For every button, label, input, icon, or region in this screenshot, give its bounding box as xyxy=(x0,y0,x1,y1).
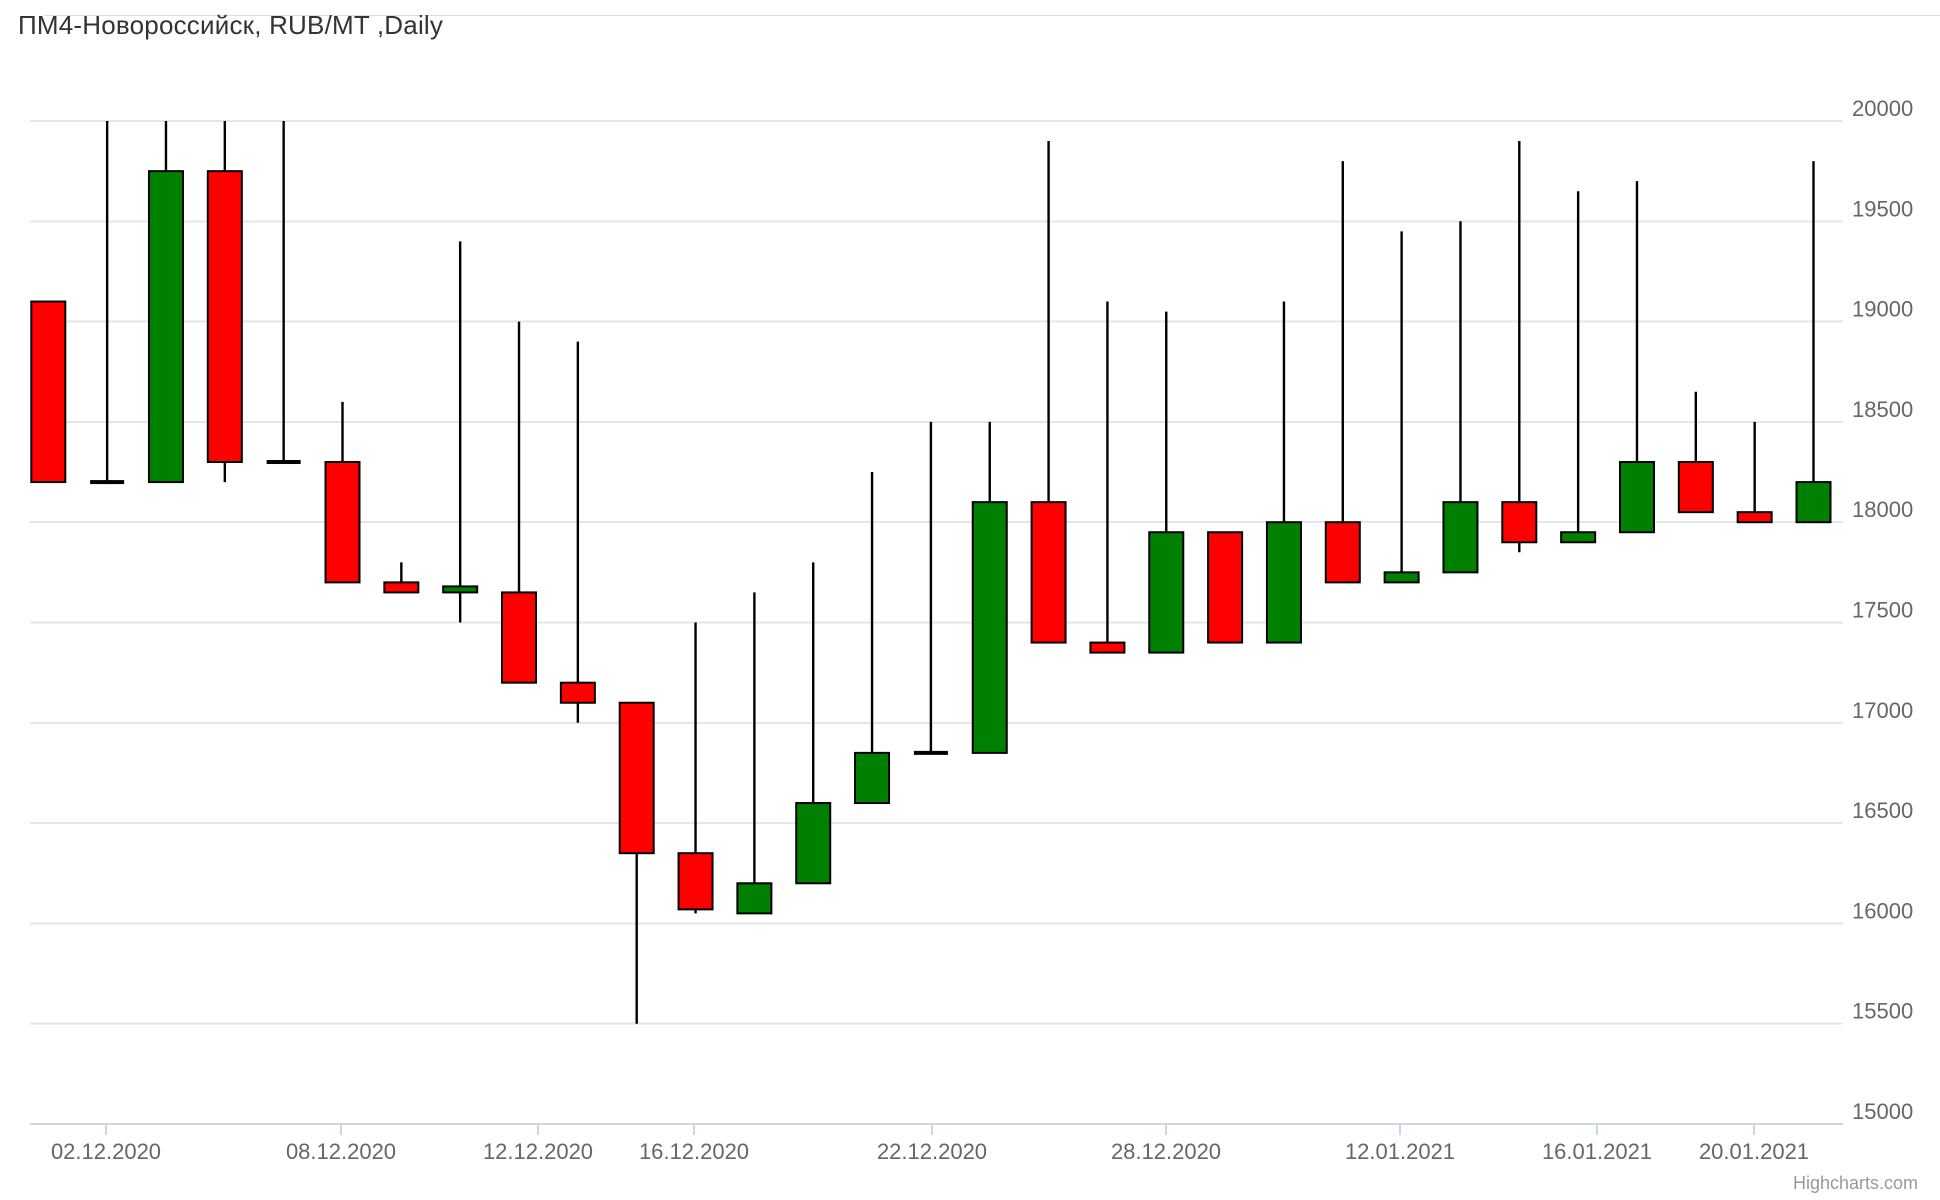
x-axis-label: 08.12.2020 xyxy=(286,1139,396,1164)
candle-body-down xyxy=(501,591,538,684)
y-axis-label: 18500 xyxy=(1852,397,1913,422)
candle[interactable] xyxy=(30,300,67,484)
y-axis-label: 15500 xyxy=(1852,999,1913,1024)
y-axis-label: 15000 xyxy=(1852,1099,1913,1124)
candle[interactable] xyxy=(618,701,655,1024)
candle[interactable] xyxy=(1265,301,1302,644)
candle-body-up xyxy=(1383,571,1420,584)
x-axis-label: 20.01.2021 xyxy=(1699,1139,1809,1164)
candle[interactable] xyxy=(501,321,538,684)
y-axis-label: 16500 xyxy=(1852,798,1913,823)
candle-body-up xyxy=(1618,461,1655,534)
candle-body-up xyxy=(147,170,184,484)
y-axis-label: 18000 xyxy=(1852,497,1913,522)
candle[interactable] xyxy=(677,622,714,914)
x-axis-label: 12.12.2020 xyxy=(483,1139,593,1164)
candle-body-up xyxy=(1442,501,1479,574)
candle[interactable] xyxy=(1324,161,1361,584)
candle-body-down xyxy=(324,461,361,584)
candle[interactable] xyxy=(1442,221,1479,574)
candle[interactable] xyxy=(324,401,361,584)
candle-body-down xyxy=(1089,641,1126,654)
candle-body-down xyxy=(1736,511,1773,524)
candle[interactable] xyxy=(1501,141,1538,553)
x-axis-label: 22.12.2020 xyxy=(877,1139,987,1164)
candle-body-down xyxy=(1677,461,1714,514)
candle[interactable] xyxy=(1677,391,1714,514)
candle[interactable] xyxy=(795,562,832,885)
candle[interactable] xyxy=(854,472,891,805)
candle[interactable] xyxy=(1560,191,1597,544)
candle-doji-dash xyxy=(266,460,301,465)
candle-body-down xyxy=(559,681,596,704)
candle-body-down xyxy=(30,300,67,484)
candle[interactable] xyxy=(90,121,125,485)
y-axis-label: 16000 xyxy=(1852,898,1913,923)
candle[interactable] xyxy=(383,562,420,594)
candle[interactable] xyxy=(1207,531,1244,644)
highcharts-credits-link[interactable]: Highcharts.com xyxy=(1792,1173,1918,1193)
candle-body-down xyxy=(618,701,655,855)
candle[interactable] xyxy=(1795,161,1832,524)
candle[interactable] xyxy=(266,121,301,465)
y-axis-label: 20000 xyxy=(1852,96,1913,121)
candle-body-up xyxy=(1795,481,1832,524)
candle-body-down xyxy=(1501,501,1538,544)
y-axis-label: 19000 xyxy=(1852,297,1913,322)
x-axis-label: 16.01.2021 xyxy=(1542,1139,1652,1164)
candle-body-up xyxy=(736,882,773,915)
candle-body-up xyxy=(442,585,479,594)
candle[interactable] xyxy=(1383,231,1420,584)
candle[interactable] xyxy=(442,241,479,623)
candle-body-up xyxy=(971,501,1008,754)
candle-body-down xyxy=(1030,501,1067,644)
top-divider xyxy=(44,15,1940,16)
candle[interactable] xyxy=(1736,421,1773,524)
x-axis-label: 02.12.2020 xyxy=(51,1139,161,1164)
candle-body-down xyxy=(1207,531,1244,644)
x-axis-label: 16.12.2020 xyxy=(639,1139,749,1164)
candle[interactable] xyxy=(913,421,948,755)
candle[interactable] xyxy=(147,121,184,484)
candle[interactable] xyxy=(206,121,243,483)
candle-doji-dash xyxy=(913,750,948,755)
y-axis-label: 17000 xyxy=(1852,698,1913,723)
candle[interactable] xyxy=(1618,181,1655,534)
candle[interactable] xyxy=(736,592,773,915)
candle[interactable] xyxy=(1089,301,1126,654)
candle[interactable] xyxy=(971,421,1008,754)
candle-body-down xyxy=(206,170,243,464)
x-axis-label: 12.01.2021 xyxy=(1345,1139,1455,1164)
candle-body-down xyxy=(383,581,420,594)
x-axis-label: 28.12.2020 xyxy=(1111,1139,1221,1164)
candle-body-down xyxy=(677,852,714,911)
chart-title: ПМ4-Новороссийск, RUB/MT ,Daily xyxy=(18,10,444,40)
candle-body-up xyxy=(1148,531,1185,654)
y-axis-label: 19500 xyxy=(1852,196,1913,221)
candle[interactable] xyxy=(1030,141,1067,644)
candle-body-down xyxy=(1324,521,1361,584)
candle-body-up xyxy=(854,751,891,805)
candle-body-up xyxy=(1265,521,1302,644)
candle[interactable] xyxy=(559,341,596,723)
candle[interactable] xyxy=(1148,311,1185,654)
candle-body-up xyxy=(795,802,832,885)
candle-body-up xyxy=(1560,531,1597,544)
y-axis-label: 17500 xyxy=(1852,598,1913,623)
candle-doji-dash xyxy=(90,480,125,485)
